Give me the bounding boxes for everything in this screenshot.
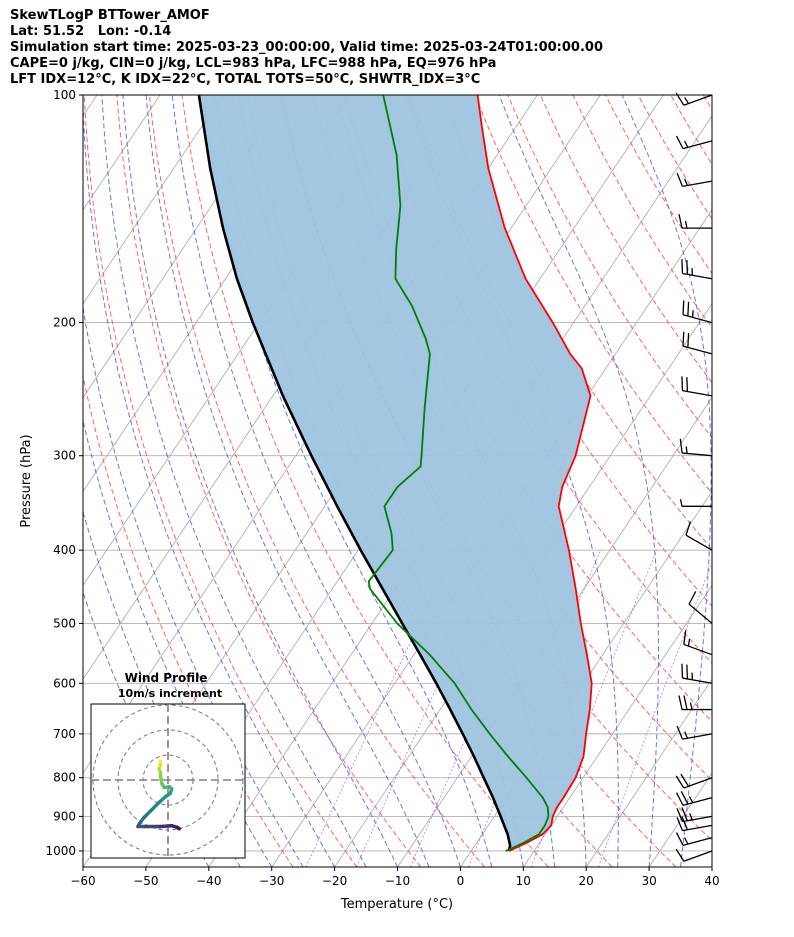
wind-barb — [675, 791, 713, 807]
dry-adiabat — [83, 95, 358, 867]
dry-adiabat — [116, 95, 422, 867]
location-text: Lat: 51.52 Lon: -0.14 — [10, 24, 172, 39]
mixing-ratio-line — [305, 549, 455, 867]
hodograph-title: Wind Profile — [125, 671, 208, 685]
dry-adiabat — [702, 95, 712, 111]
x-tick-label: 30 — [641, 874, 656, 888]
moist-adiabat — [83, 590, 210, 867]
chart-header: SkewTLogP BTTower_AMOF Lat: 51.52 Lon: -… — [10, 8, 603, 88]
isotherm-line — [83, 95, 98, 117]
temperature-line — [476, 95, 593, 852]
moist-adiabat — [101, 95, 367, 867]
moist-adiabat — [83, 304, 304, 867]
x-tick-label: −40 — [196, 874, 221, 888]
dry-adiabat — [474, 95, 712, 495]
isotherm-line — [585, 678, 712, 867]
cape-shading — [198, 95, 592, 851]
moist-adiabat — [145, 95, 430, 867]
dry-adiabat — [507, 95, 712, 439]
wind-barb — [682, 300, 713, 324]
wind-barb — [676, 725, 713, 740]
hodograph-segment — [142, 808, 154, 820]
isotherm-line — [711, 866, 712, 867]
x-tick-label: 20 — [579, 874, 594, 888]
wind-profile-inset: Wind Profile 10m/s increment — [90, 671, 246, 859]
wind-barb — [675, 773, 713, 789]
dry-adiabat — [758, 78, 794, 867]
moist-adiabat — [621, 95, 712, 867]
dry-adiabat — [572, 95, 712, 329]
chart-title: SkewTLogP BTTower_AMOF — [10, 8, 210, 23]
wind-barb — [676, 807, 713, 823]
dry-adiabat — [148, 95, 485, 867]
hodograph-segment — [149, 800, 161, 812]
dry-adiabat — [790, 78, 794, 867]
x-tick-label: −10 — [385, 874, 410, 888]
y-tick-label: 600 — [53, 676, 76, 690]
dry-adiabat — [181, 95, 549, 867]
axis-layer: −60 −50 −40 −30 −20 −10 0 10 20 30 40 100 200 300 400 5… — [45, 88, 719, 888]
wind-barb — [681, 376, 713, 397]
wind-barb — [676, 816, 713, 832]
wind-barbs — [675, 92, 713, 862]
y-tick-label: 700 — [53, 727, 76, 741]
hodograph-subtitle: 10m/s increment — [118, 687, 222, 700]
wind-barb — [675, 832, 713, 846]
moist-adiabat — [202, 95, 493, 867]
isotherm-line — [83, 95, 287, 399]
y-tick-label: 1000 — [45, 844, 76, 858]
wind-barb — [675, 135, 713, 150]
x-tick-label: 40 — [704, 874, 719, 888]
x-tick-label: −30 — [259, 874, 284, 888]
parcel-profile-line — [197, 95, 512, 852]
x-tick-label: −60 — [70, 874, 95, 888]
wind-barb — [685, 521, 713, 551]
moist-adiabat — [122, 95, 398, 867]
y-axis-label: Pressure (hPa) — [19, 434, 34, 527]
wind-barb — [676, 172, 713, 187]
y-tick-label: 500 — [53, 616, 76, 630]
x-tick-label: 10 — [516, 874, 531, 888]
y-tick-label: 200 — [53, 316, 76, 330]
y-tick-label: 400 — [53, 543, 76, 557]
wind-barb — [683, 630, 713, 656]
wind-barb — [678, 695, 712, 711]
moist-adiabat — [83, 95, 336, 867]
y-tick-label: 100 — [53, 88, 76, 102]
wind-barb — [681, 259, 713, 280]
dry-adiabat — [83, 374, 294, 867]
wind-barb — [675, 92, 713, 106]
indices-text: LFT IDX=12°C, K IDX=22°C, TOTAL TOTS=50°… — [10, 72, 481, 87]
dewpoint-line — [367, 95, 550, 852]
isotherm-line — [83, 95, 224, 305]
isotherm-line — [334, 302, 712, 867]
moist-adiabat — [711, 863, 712, 867]
wind-barb — [679, 499, 712, 507]
data-layer — [197, 95, 593, 852]
y-tick-label: 900 — [53, 809, 76, 823]
moist-adiabat — [171, 95, 461, 867]
x-tick-label: 0 — [457, 874, 465, 888]
hodograph-segment — [158, 824, 174, 829]
dry-adiabat — [726, 78, 794, 867]
x-tick-label: −50 — [133, 874, 158, 888]
y-tick-label: 300 — [53, 449, 76, 463]
wind-barb — [679, 438, 713, 457]
wind-barb — [688, 591, 713, 624]
isotherm-line — [522, 584, 712, 867]
x-axis-label: Temperature (°C) — [340, 897, 453, 912]
x-tick-label: −20 — [322, 874, 347, 888]
wind-barb — [675, 848, 713, 862]
mixing-ratio-line — [409, 549, 549, 867]
time-text: Simulation start time: 2025-03-23_00:00:… — [10, 40, 603, 55]
dry-adiabat — [442, 95, 712, 551]
wind-barb — [682, 331, 713, 355]
y-tick-label: 800 — [53, 771, 76, 785]
mixing-ratio-line — [597, 561, 712, 867]
hodograph-segment — [175, 825, 181, 831]
wind-barb — [681, 663, 713, 684]
cape-text: CAPE=0 j/kg, CIN=0 j/kg, LCL=983 hPa, LF… — [10, 56, 497, 71]
wind-barb — [678, 213, 712, 229]
